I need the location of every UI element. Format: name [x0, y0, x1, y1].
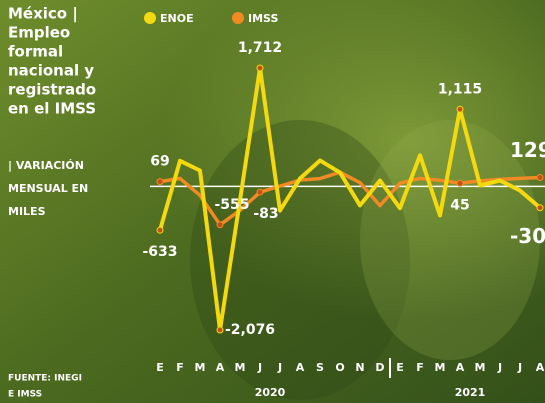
data-label: 45: [450, 197, 469, 213]
subtitle-line: MILES: [8, 205, 46, 218]
title-line: México |: [8, 5, 78, 24]
x-tick-label: A: [216, 361, 225, 374]
point: [217, 327, 223, 333]
x-tick-label: J: [257, 361, 262, 374]
x-tick-label: N: [355, 361, 364, 374]
x-tick-label: O: [335, 361, 344, 374]
point: [537, 174, 543, 180]
year-label: 2021: [455, 386, 486, 399]
x-tick-label: E: [156, 361, 164, 374]
title-line: nacional y: [8, 62, 94, 80]
x-tick-label: J: [497, 361, 502, 374]
data-label: 1,115: [438, 81, 482, 97]
point: [537, 205, 543, 211]
data-label: -633: [142, 244, 177, 260]
legend-label: ENOE: [160, 12, 194, 25]
legend-label: IMSS: [248, 12, 278, 25]
x-tick-label: M: [435, 361, 446, 374]
point: [157, 227, 163, 233]
subtitle-line: | VARIACIÓN: [8, 159, 84, 172]
x-tick-label: D: [375, 361, 384, 374]
source-line: FUENTE: INEGI: [8, 374, 82, 384]
title-line: formal: [8, 43, 63, 61]
legend-swatch: [144, 12, 156, 24]
x-tick-label: J: [517, 361, 522, 374]
x-tick-label: S: [316, 361, 324, 374]
data-label: -83: [253, 206, 278, 222]
data-label: 129: [510, 138, 545, 162]
point: [217, 222, 223, 228]
data-label: -2,076: [225, 322, 275, 338]
data-label: 1,712: [238, 40, 282, 56]
point: [457, 180, 463, 186]
point: [457, 106, 463, 112]
point: [157, 179, 163, 185]
x-tick-label: A: [456, 361, 465, 374]
year-label: 2020: [255, 386, 286, 399]
x-tick-label: M: [475, 361, 486, 374]
point: [257, 65, 263, 71]
x-tick-label: M: [195, 361, 206, 374]
x-tick-label: F: [416, 361, 424, 374]
data-label: 69: [150, 154, 169, 170]
data-label: -308: [510, 224, 545, 248]
data-label: -555: [214, 197, 249, 213]
x-tick-label: M: [235, 361, 246, 374]
source-line: E IMSS: [8, 390, 42, 400]
x-tick-label: J: [277, 361, 282, 374]
legend-swatch: [232, 12, 244, 24]
point: [257, 189, 263, 195]
x-tick-label: F: [176, 361, 184, 374]
x-tick-label: A: [536, 361, 545, 374]
title-line: en el IMSS: [8, 100, 96, 118]
title-line: registrado: [8, 81, 96, 99]
x-tick-label: E: [396, 361, 404, 374]
subtitle-line: MENSUAL EN: [8, 182, 88, 195]
x-tick-label: A: [296, 361, 305, 374]
chart: México |Empleoformalnacional yregistrado…: [0, 0, 545, 403]
title-line: Empleo: [8, 24, 70, 42]
